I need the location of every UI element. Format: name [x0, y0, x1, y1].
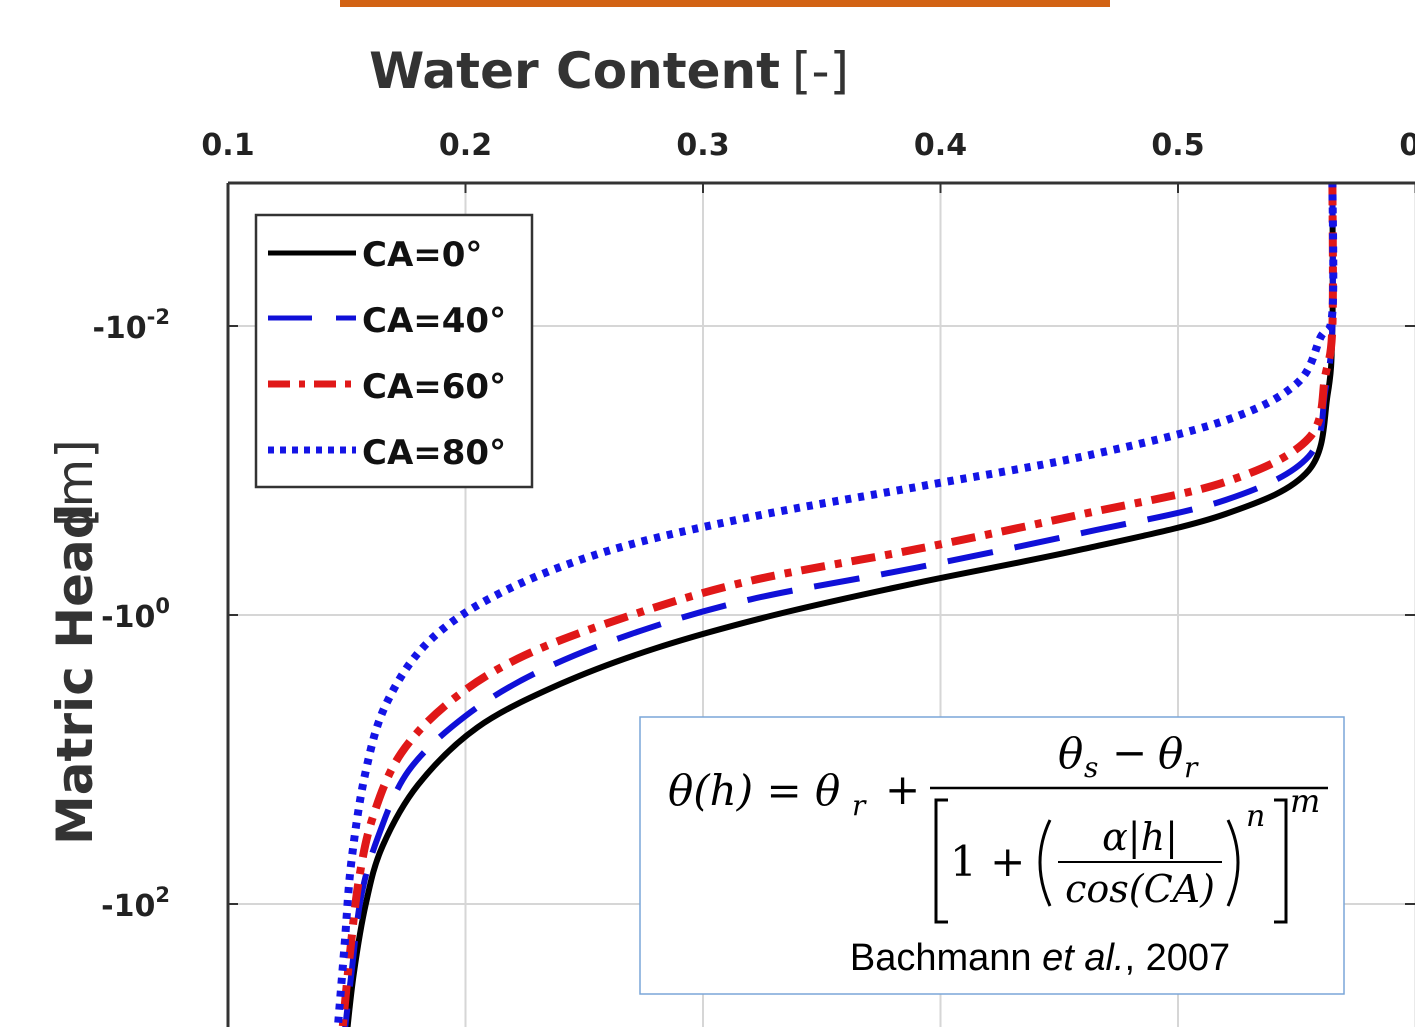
series-line-2 — [338, 181, 1337, 1027]
x-axis-unit: [-] — [792, 42, 849, 100]
legend-label-ca80: CA=80° — [362, 433, 506, 473]
equation-inner-denominator: cos(CA) — [1065, 867, 1215, 911]
plot-frame — [226, 181, 1415, 1027]
equation-numerator-minus: − — [1112, 728, 1147, 777]
y-tick-label: -100 — [101, 594, 170, 635]
y-axis-title: Matric Head — [46, 503, 104, 845]
equation-plus: + — [885, 765, 920, 814]
equation-citation: Bachmann et al., 2007 — [850, 937, 1230, 979]
x-tick-label: 0.2 — [439, 128, 492, 163]
equation-lhs: θ(h) = θ — [668, 766, 840, 815]
legend-label-ca60: CA=60° — [362, 367, 506, 407]
equation-left-paren — [1038, 819, 1052, 907]
x-tick-labels: 0.1 0.2 0.3 0.4 0.5 0. — [201, 128, 1415, 163]
equation-inner-numerator: α|h| — [1102, 815, 1178, 859]
x-tick-label: 0.5 — [1151, 128, 1204, 163]
equation-exp-m: m — [1290, 782, 1320, 820]
citation-etal: et al. — [1042, 937, 1124, 979]
equation-numerator-theta-r: θ — [1158, 729, 1183, 778]
equation-lhs-sub: r — [852, 789, 867, 822]
equation-right-paren — [1226, 819, 1240, 907]
x-tick-label: 0. — [1399, 128, 1415, 163]
equation-numerator-sub-s: s — [1084, 751, 1098, 784]
y-tick-label: -102 — [101, 883, 170, 924]
equation-border — [639, 716, 1345, 995]
equation-numerator-theta-s: θ — [1058, 729, 1083, 778]
equation-box: θ(h) = θ r + θ s − θ r 1 + α|h| cos(CA) … — [639, 716, 1345, 995]
citation-year: , 2007 — [1124, 937, 1230, 979]
y-axis-unit: [m] — [46, 439, 104, 527]
series-lines — [333, 181, 1338, 1027]
x-tick-label: 0.1 — [201, 128, 254, 163]
equation-left-bracket — [934, 798, 948, 924]
legend-label-ca0: CA=0° — [362, 235, 482, 275]
legend-label-ca40: CA=40° — [362, 301, 506, 341]
equation-exp-n: n — [1246, 799, 1265, 834]
equation-numerator-sub-r: r — [1184, 751, 1199, 784]
series-line-3 — [333, 181, 1338, 1027]
legend-box — [254, 213, 534, 489]
x-tick-label: 0.3 — [676, 128, 729, 163]
x-tick-label: 0.4 — [914, 128, 967, 163]
legend: CA=0° CA=40° CA=60° CA=80° — [254, 213, 534, 489]
equation-den-one: 1 + — [950, 837, 1025, 886]
y-tick-label: -10-2 — [92, 305, 170, 346]
equation-right-bracket — [1274, 798, 1288, 924]
x-axis-title: Water Content — [369, 42, 780, 100]
y-tick-labels: -10-2 -100 -102 — [92, 305, 170, 924]
header-bar — [340, 0, 1110, 7]
citation-author: Bachmann — [850, 937, 1042, 979]
